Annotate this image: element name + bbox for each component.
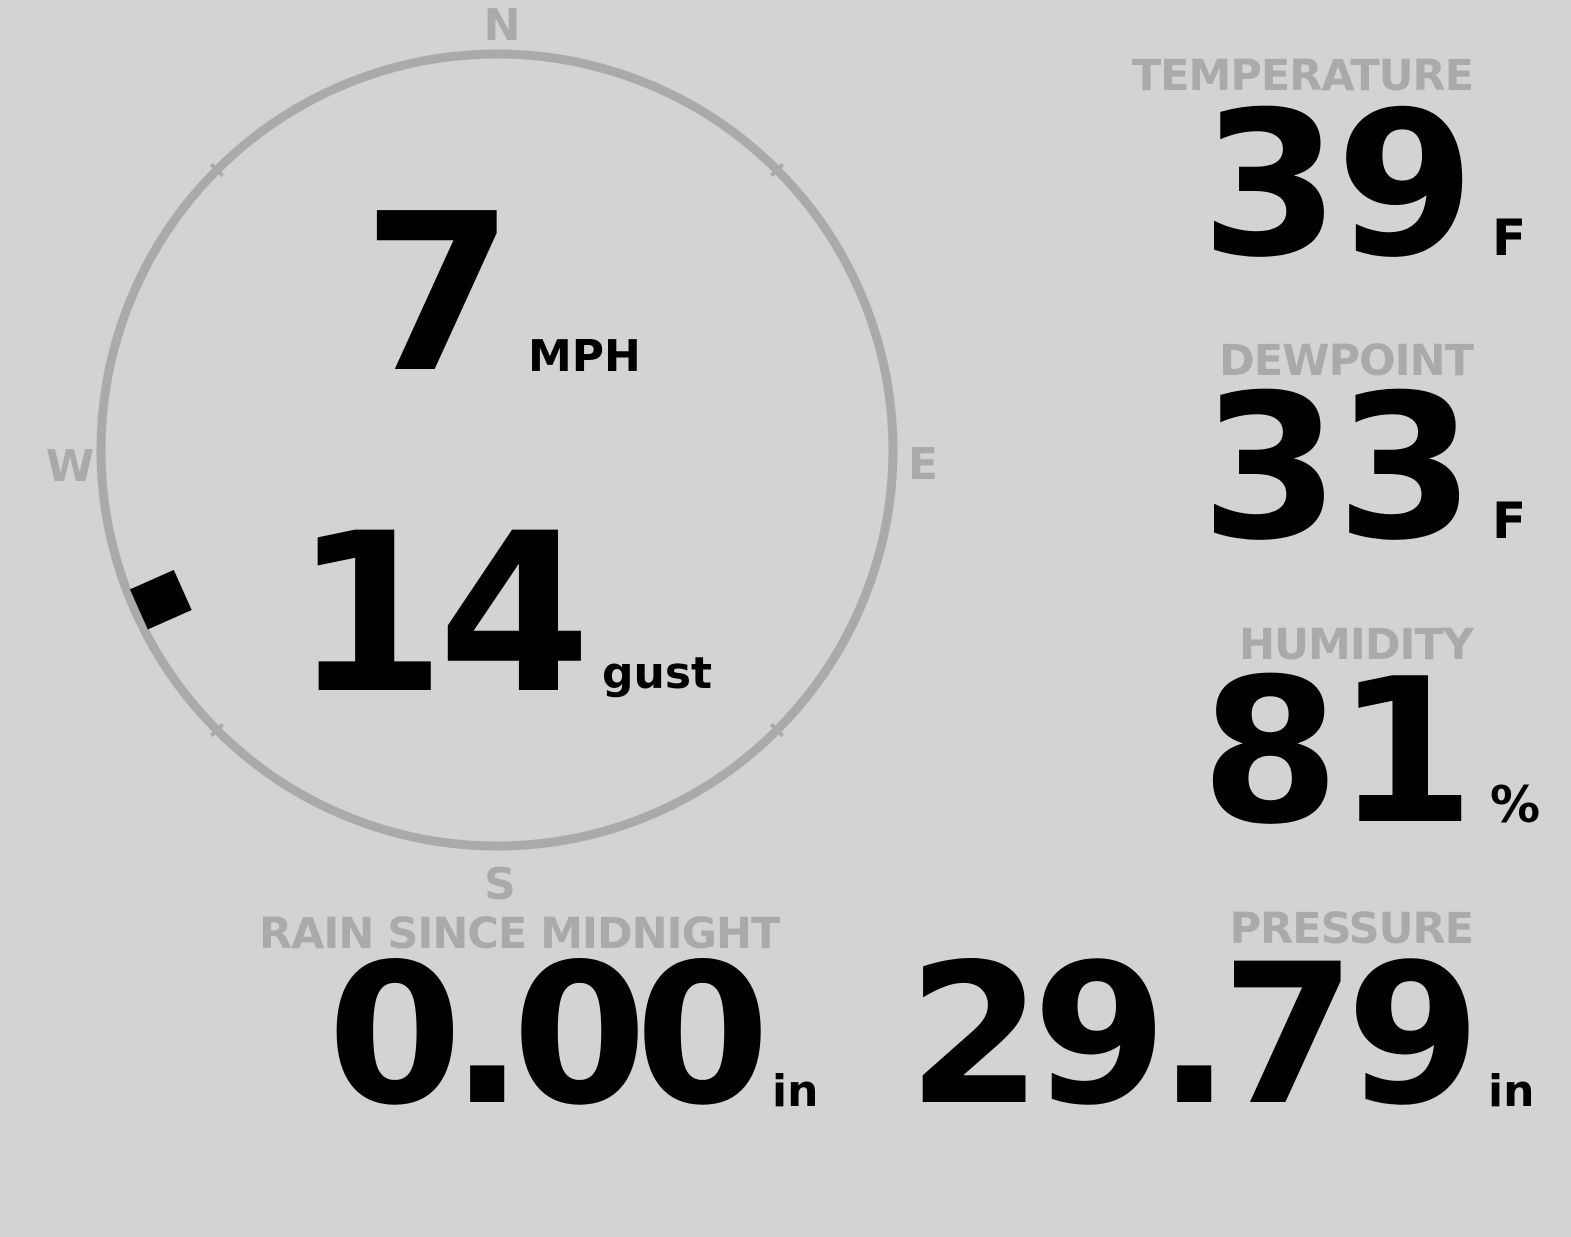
wind-direction-marker <box>129 569 192 630</box>
temperature-unit: F <box>1492 209 1527 267</box>
dewpoint-label: DEWPOINT <box>1219 336 1474 386</box>
rain-label: RAIN SINCE MIDNIGHT <box>259 909 780 959</box>
compass-ring <box>96 49 898 851</box>
pressure-label: PRESSURE <box>1229 904 1474 954</box>
humidity-unit: % <box>1490 776 1541 834</box>
compass-tick <box>209 162 225 178</box>
compass-tick <box>769 162 785 178</box>
dewpoint-unit: F <box>1492 492 1527 550</box>
wind-gust-unit: gust <box>602 648 713 699</box>
humidity-label: HUMIDITY <box>1239 620 1474 670</box>
compass-tick <box>209 722 225 738</box>
compass-south: S <box>484 859 516 910</box>
humidity-value: 81 <box>1200 636 1475 869</box>
pressure-value: 29.79 <box>907 922 1481 1148</box>
compass-west: W <box>46 441 95 492</box>
wind-speed-value: 7 <box>362 168 514 421</box>
compass-east: E <box>908 439 938 490</box>
wind-speed-unit: MPH <box>528 331 641 382</box>
dewpoint-value: 33 <box>1200 352 1475 585</box>
temperature-value: 39 <box>1200 69 1475 302</box>
temperature-label: TEMPERATURE <box>1131 51 1474 101</box>
pressure-unit: in <box>1488 1066 1535 1117</box>
wind-gust-value: 14 <box>292 486 591 742</box>
wind-compass: N E S W <box>46 0 938 910</box>
rain-value: 0.00 <box>327 922 770 1148</box>
compass-north: N <box>484 0 521 51</box>
rain-unit: in <box>772 1066 819 1117</box>
compass-tick <box>769 722 785 738</box>
